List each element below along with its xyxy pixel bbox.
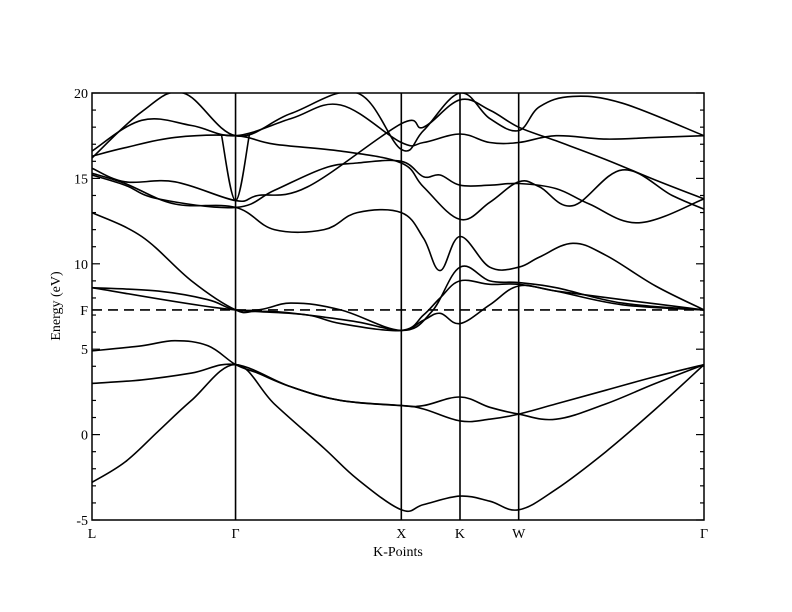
band-line-10: [92, 103, 704, 152]
x-tick-label-4: K: [455, 527, 465, 542]
x-tick-label-6: Γ: [700, 527, 708, 542]
x-axis-title: K-Points: [373, 545, 423, 560]
plot-background: [92, 93, 704, 520]
y-tick-label-5: 15: [74, 172, 88, 187]
y-tick-label-3: 5: [81, 343, 88, 358]
fermi-level-label: F: [80, 304, 88, 319]
y-axis-title: Energy (eV): [49, 271, 64, 341]
y-axis-ticks: -5 0 5 10 15 20: [74, 87, 704, 529]
band-line-7: [92, 159, 704, 224]
band-line-2: [92, 363, 704, 423]
band-line-5: [92, 211, 704, 332]
y-tick-label-6: 20: [74, 87, 88, 102]
x-tick-label-3: X: [396, 527, 406, 542]
x-tick-label-1: L: [88, 527, 97, 542]
x-tick-label-5: W: [512, 527, 526, 542]
band-line-12: [92, 98, 704, 202]
kpoint-lines: [234, 93, 520, 520]
y-tick-label-1: -5: [76, 514, 88, 529]
band-line-9: [92, 134, 704, 221]
band-line-6: [92, 265, 704, 332]
plot-frame: [91, 92, 705, 521]
band-line-11: [92, 93, 704, 159]
band-line-8: [92, 172, 704, 311]
y-tick-label-2: 0: [81, 429, 88, 444]
x-tick-label-2: Γ: [232, 527, 240, 542]
y-tick-label-4: 10: [74, 258, 88, 273]
